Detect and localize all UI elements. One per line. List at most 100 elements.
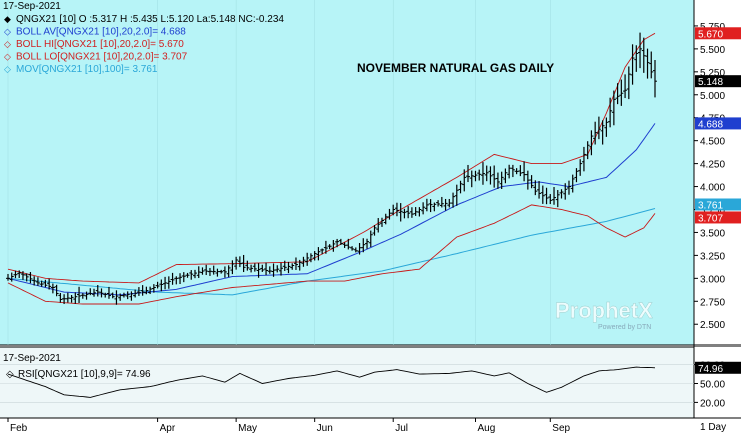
ohlc-bar: [589, 130, 594, 156]
ohlc-bar: [144, 286, 149, 295]
ohlc-bar: [436, 200, 441, 207]
ohlc-bar: [118, 293, 123, 301]
ohlc-bar: [32, 276, 37, 286]
ohlc-bar: [634, 45, 639, 72]
ohlc-bar: [495, 172, 500, 189]
ohlc-bar: [368, 230, 373, 248]
ohlc-bar: [271, 263, 276, 277]
legend-marker: ◇: [4, 28, 11, 38]
ohlc-bar: [342, 242, 347, 248]
ohlc-bar: [492, 165, 497, 188]
price-tick-label: 2.500: [700, 320, 725, 331]
ohlc-bar: [13, 270, 18, 279]
ohlc-bar: [20, 271, 25, 280]
month-label: May: [238, 423, 257, 434]
ohlc-bar: [533, 180, 538, 196]
ohlc-bar: [357, 242, 362, 255]
ohlc-bar: [529, 175, 534, 189]
interval-label[interactable]: 1 Day: [700, 422, 726, 433]
ohlc-bar: [432, 202, 437, 212]
price-tick-label: 3.750: [700, 206, 725, 217]
ohlc-bar: [9, 272, 14, 282]
ohlc-bar: [305, 252, 310, 266]
ohlc-bar: [537, 181, 542, 199]
ohlc-bar: [480, 162, 485, 185]
ohlc-bar: [514, 168, 519, 175]
ohlc-bar: [421, 202, 426, 215]
ohlc-bar: [458, 180, 463, 194]
ohlc-bar: [578, 159, 583, 176]
ohlc-bar: [566, 180, 571, 195]
ohlc-bar: [316, 247, 321, 261]
ohlc-bar: [402, 208, 407, 219]
price-tick-label: 5.500: [700, 45, 725, 56]
ohlc-bar: [264, 262, 269, 276]
ohlc-bar: [106, 286, 111, 299]
ohlc-bar: [353, 247, 358, 253]
ohlc-bar: [615, 83, 620, 105]
ohlc-bar: [518, 165, 523, 177]
ohlc-bar: [447, 198, 452, 208]
value-tag-box: [695, 211, 741, 224]
watermark: ProphetX: [555, 298, 653, 323]
ohlc-bar: [241, 254, 246, 273]
ohlc-bar: [593, 121, 598, 145]
ohlc-bar: [604, 117, 609, 137]
ohlc-bar: [163, 276, 168, 290]
legend-entry: MOV[QNGX21 [10],100]= 3.761: [16, 64, 158, 75]
ohlc-bar: [129, 291, 134, 301]
ohlc-bar: [275, 265, 280, 273]
ohlc-bar: [204, 264, 209, 276]
price-tick-label: 2.750: [700, 297, 725, 308]
ohlc-bar: [376, 218, 381, 233]
ohlc-bar: [301, 256, 306, 267]
ohlc-bar: [6, 273, 10, 281]
ohlc-bar: [451, 192, 456, 208]
ohlc-bar: [114, 290, 119, 305]
price-legend: ◆ QNGX21 [10] O :5.317 H :5.435 L:5.120 L…: [4, 14, 284, 75]
legend-entry: BOLL LO[QNGX21 [10],20,2.0]= 3.707: [16, 52, 188, 63]
ohlc-bar: [473, 170, 478, 182]
ohlc-bar: [391, 204, 396, 216]
value-tag-label: 5.148: [698, 77, 723, 88]
ohlc-bar: [439, 196, 444, 208]
ohlc-bar: [462, 169, 467, 192]
ohlc-bar: [544, 187, 549, 205]
price-tick-label: 4.250: [700, 160, 725, 171]
ohlc-bar: [555, 190, 560, 208]
ohlc-bar: [293, 257, 298, 270]
legend-marker: ◇: [4, 40, 11, 50]
ohlc-bar: [54, 284, 59, 297]
ohlc-bar: [73, 292, 78, 304]
ohlc-bar: [159, 279, 164, 292]
ohlc-bar: [548, 194, 553, 205]
ohlc-bar: [125, 291, 130, 300]
month-label: Jun: [317, 423, 333, 434]
ohlc-bar: [394, 202, 399, 217]
ohlc-bar: [312, 251, 317, 261]
price-tick-label: 5.000: [700, 91, 725, 102]
ohlc-bar: [24, 273, 29, 282]
ohlc-bar: [365, 238, 370, 249]
ohlc-bar: [525, 170, 530, 190]
ohlc-bar: [77, 286, 82, 303]
ohlc-bar: [327, 244, 332, 250]
ohlc-bar: [320, 248, 325, 255]
rsi-tick-label: 50.00: [700, 380, 725, 391]
ohlc-bar: [372, 225, 377, 236]
ohlc-bar: [35, 277, 40, 286]
ohlc-bar: [140, 285, 145, 296]
ohlc-bar: [121, 292, 126, 298]
ohlc-bar: [174, 276, 179, 285]
legend-marker: ◇: [4, 65, 11, 75]
ohlc-bar: [522, 161, 527, 182]
ohlc-bar: [88, 288, 93, 296]
ohlc-bar: [338, 238, 343, 245]
ohlc-bar: [507, 164, 512, 179]
ohlc-bar: [477, 169, 482, 181]
ohlc-bar: [196, 266, 201, 279]
ohlc-bar: [92, 288, 97, 297]
ohlc-bar: [249, 264, 254, 273]
month-label: Sep: [552, 423, 570, 434]
